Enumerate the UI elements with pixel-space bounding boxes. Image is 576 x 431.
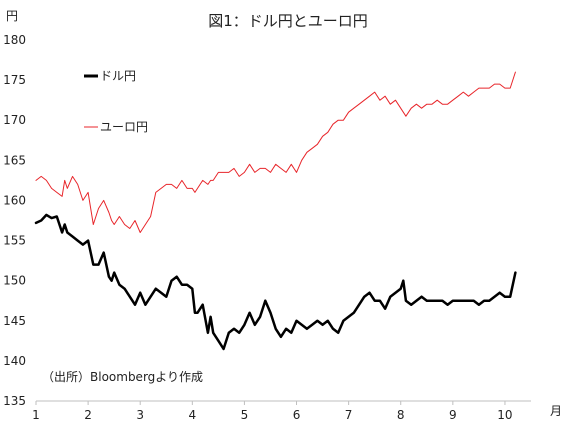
x-tick-label: 5 [241,408,249,422]
y-axis-unit-label: 円 [6,9,18,23]
legend-label: ユーロ円 [100,120,148,134]
x-tick-label: 4 [188,408,196,422]
legend-label: ドル円 [100,69,136,83]
x-axis-unit-label: 月 [550,404,562,418]
y-tick-label: 180 [3,33,26,47]
series-line-eur-jpy [35,71,516,233]
x-tick-label: 2 [84,408,92,422]
x-tick-label: 3 [136,408,144,422]
y-tick-label: 150 [3,274,26,288]
y-tick-label: 155 [3,234,26,248]
series-layer [34,71,517,351]
x-tick-label: 9 [449,408,457,422]
y-tick-label: 145 [3,314,26,328]
y-tick-label: 165 [3,153,26,167]
y-tick-label: 175 [3,73,26,87]
x-axis-ticks: 1 2 3 4 5 6 7 8 9 10 [32,401,513,422]
series-line-usd-jpy [34,213,517,351]
y-axis-ticks: 135 140 145 150 155 160 165 170 175 180 [3,33,26,408]
chart-title: 図1：ドル円とユーロ円 [208,12,368,30]
x-tick-label: 7 [345,408,353,422]
y-tick-label: 160 [3,193,26,207]
y-tick-label: 135 [3,394,26,408]
y-tick-label: 170 [3,113,26,127]
x-tick-label: 8 [397,408,405,422]
x-tick-label: 6 [293,408,301,422]
y-tick-label: 140 [3,354,26,368]
x-tick-label: 1 [32,408,40,422]
source-annotation: （出所）Bloombergより作成 [42,370,203,384]
x-tick-label: 10 [497,408,512,422]
